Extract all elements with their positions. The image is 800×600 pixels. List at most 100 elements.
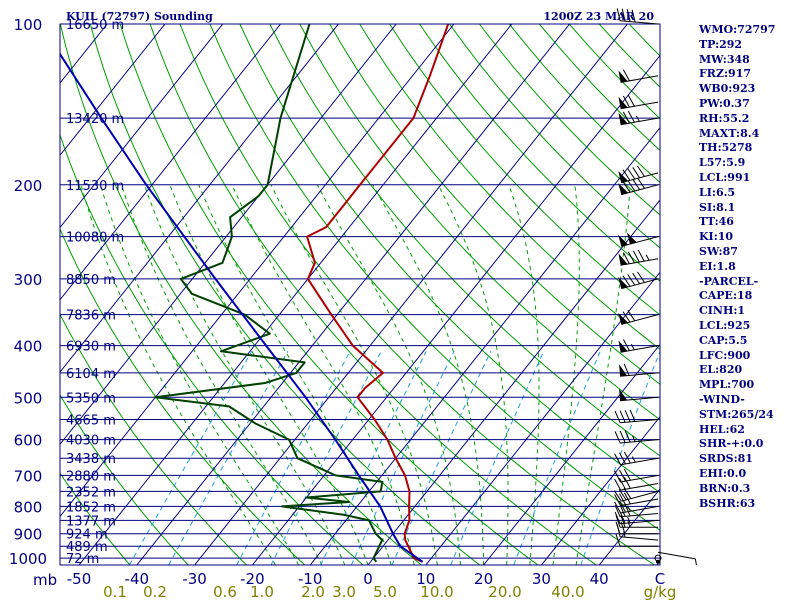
height-tick-label: 924 m xyxy=(66,528,108,543)
wind-barb-flag xyxy=(624,504,631,517)
stat-item: WB0:923 xyxy=(699,82,756,96)
dry-adiabat-line xyxy=(60,472,131,565)
wind-barb-pennant xyxy=(619,364,628,377)
dry-adiabat-line xyxy=(389,24,660,316)
wind-barb-flag xyxy=(637,249,645,262)
isotherm-line xyxy=(60,24,339,373)
wind-barb-pennant xyxy=(618,112,628,125)
stat-item: STM:265/24 xyxy=(699,407,774,421)
height-tick-label: 6104 m xyxy=(66,367,116,382)
moist-adiabat-line xyxy=(120,184,323,565)
wind-barb-flag xyxy=(623,468,631,481)
isotherm-line xyxy=(483,343,660,565)
wind-barb-shaft xyxy=(620,419,659,424)
wind-barb xyxy=(615,534,658,547)
moist-adiabat-line xyxy=(270,184,438,565)
stat-item: HEL:62 xyxy=(699,422,745,436)
wind-barb-flag xyxy=(637,177,645,189)
wind-barb-flag xyxy=(622,69,630,82)
isotherm-line xyxy=(136,24,570,565)
wind-barb-half-flag xyxy=(632,435,636,442)
mixing-ratio-unit-label: g/kg xyxy=(644,583,677,600)
moist-adiabat-line xyxy=(552,184,580,565)
mixing-ratio-tick-label: 40.0 xyxy=(551,583,584,600)
pressure-unit-label: mb xyxy=(33,571,57,589)
dry-adiabat-line xyxy=(419,24,660,282)
temperature-profile-line xyxy=(306,24,450,563)
wind-barb-flag xyxy=(614,453,622,466)
mixing-ratio-tick-label: 1.0 xyxy=(250,583,274,600)
stat-item: -WIND- xyxy=(699,392,745,406)
wind-barb-shaft xyxy=(620,513,659,518)
mixing-ratio-line xyxy=(168,351,289,565)
wind-barb xyxy=(614,511,659,525)
wind-barb-flag xyxy=(627,274,636,286)
stat-item: CINH:1 xyxy=(699,304,746,318)
isotherm-line xyxy=(252,54,660,565)
isotherm-line xyxy=(541,415,660,565)
height-tick-label: 10080 m xyxy=(66,231,124,246)
wind-barb xyxy=(614,504,659,518)
pressure-tick-label: 1000 xyxy=(9,550,47,568)
wind-barb-flag xyxy=(632,250,640,263)
wind-barb xyxy=(657,551,697,566)
wind-barb-flag xyxy=(619,500,626,513)
wind-barb-flag xyxy=(614,470,622,483)
temperature-tick-label: 10 xyxy=(416,570,435,588)
wind-barb-flag xyxy=(619,493,626,505)
wind-barb-flag xyxy=(637,271,645,283)
wind-barb-pennant xyxy=(626,232,637,245)
moist-adiabat-line xyxy=(575,184,631,565)
wind-barb-pennant xyxy=(618,312,629,325)
wind-barb xyxy=(614,430,659,444)
isotherm-line xyxy=(60,24,224,229)
height-tick-label: 72 m xyxy=(66,552,99,567)
temperature-tick-label: 0 xyxy=(363,570,373,588)
wind-barb-pennant xyxy=(619,388,628,401)
wind-barb xyxy=(618,339,659,353)
wind-barb-flag xyxy=(614,478,622,491)
wind-barb-flag xyxy=(621,8,626,22)
height-tick-label: 4665 m xyxy=(66,414,116,429)
wind-barb xyxy=(618,110,659,126)
stat-item: MAXT:8.4 xyxy=(699,126,760,140)
wind-barb-half-flag xyxy=(635,115,640,122)
wind-barb-half-flag xyxy=(626,505,631,512)
dry-adiabat-line xyxy=(239,24,660,494)
wind-barb-flag xyxy=(624,430,631,443)
wind-barb-flag xyxy=(619,430,626,443)
moist-adiabat-line xyxy=(437,184,509,565)
mixing-ratio-tick-label: 10.0 xyxy=(420,583,453,600)
wind-barb-half-flag xyxy=(631,456,636,463)
wind-barb-flag xyxy=(623,363,630,376)
wind-barb-flag xyxy=(614,501,622,514)
isotherm-line xyxy=(60,24,455,518)
stat-item: EL:820 xyxy=(699,363,743,377)
dry-adiabat-line xyxy=(60,133,364,565)
stat-item: TT:46 xyxy=(699,215,734,229)
wind-barb-flag xyxy=(622,275,631,287)
height-tick-label: 4030 m xyxy=(66,434,116,449)
dry-adiabat-line xyxy=(60,24,422,565)
dewpoint-profile-line xyxy=(154,24,384,563)
wind-barb-flag xyxy=(619,469,626,482)
moist-adiabat-line xyxy=(80,184,276,565)
wind-barb-pennant xyxy=(618,277,629,289)
stat-item: LI:6.5 xyxy=(699,185,736,199)
wind-barb xyxy=(618,310,659,325)
wind-barb-flag xyxy=(619,504,626,517)
wind-barb-shaft xyxy=(657,551,696,560)
stat-item: KI:10 xyxy=(699,230,734,244)
wind-barb-flag xyxy=(632,178,641,190)
stat-item: SW:87 xyxy=(699,244,738,258)
wind-barb xyxy=(619,388,659,402)
isotherm-line xyxy=(367,199,660,565)
wind-barb xyxy=(614,451,659,466)
wind-barb-flag xyxy=(614,505,621,517)
isotherm-line xyxy=(425,271,660,565)
wind-barb-half-flag xyxy=(627,521,631,528)
wind-barb-flag xyxy=(619,452,626,465)
wind-barb-half-flag xyxy=(630,343,635,351)
